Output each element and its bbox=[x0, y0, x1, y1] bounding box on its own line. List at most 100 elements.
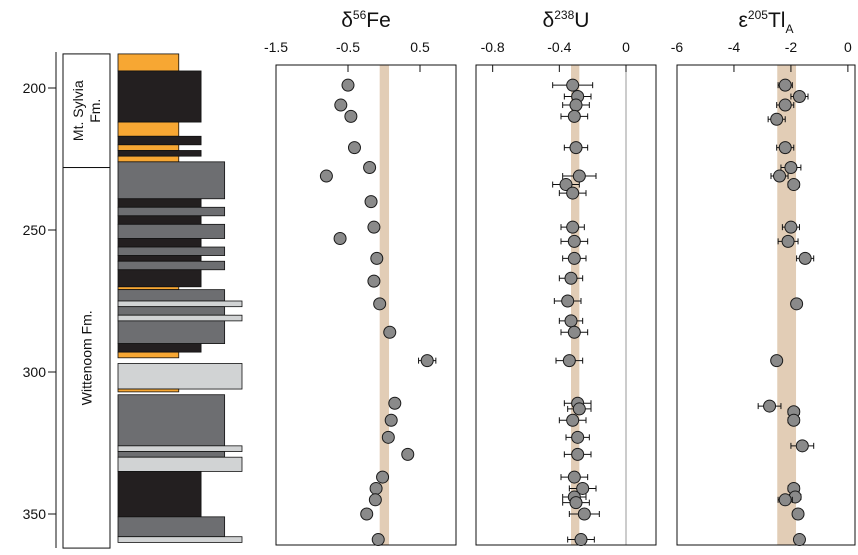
lithology-column bbox=[117, 53, 243, 543]
u-title-part: δ bbox=[543, 9, 555, 32]
fe-data-point bbox=[388, 396, 402, 410]
fe-data-point bbox=[383, 325, 397, 339]
u-title-part: U bbox=[574, 9, 589, 32]
fe-data-point bbox=[367, 220, 381, 234]
lithology-bed bbox=[117, 269, 202, 288]
tl-data-point bbox=[778, 98, 792, 112]
lithology-bed bbox=[117, 198, 202, 208]
fe-panel: -1.5 -0.5 0.5 δ56Fe bbox=[264, 8, 457, 547]
fe-data-point bbox=[384, 413, 398, 427]
u-data-point bbox=[572, 169, 586, 183]
u-data-point bbox=[569, 98, 583, 112]
fe-data-point bbox=[367, 274, 381, 288]
depth-tick-label: 200 bbox=[23, 80, 47, 96]
lithology-bed bbox=[117, 289, 226, 302]
u-data-point bbox=[567, 109, 581, 123]
fe-data-point bbox=[360, 507, 374, 521]
u-panel-title: δ238U bbox=[543, 8, 590, 32]
fe-data-point bbox=[363, 161, 377, 175]
tl-data-point bbox=[784, 220, 798, 234]
lithology-bed bbox=[117, 246, 226, 256]
lithology-bed bbox=[117, 223, 226, 239]
u-data-point bbox=[572, 402, 586, 416]
lithology-bed bbox=[117, 343, 202, 353]
formation-box bbox=[62, 167, 111, 549]
lithology-bed bbox=[117, 238, 202, 248]
fe-data-point bbox=[364, 195, 378, 209]
formation-label: Mt. SylviaFm. bbox=[70, 80, 103, 141]
tl-tick-label: -2 bbox=[785, 39, 798, 55]
lithology-bed bbox=[117, 286, 180, 291]
u-data-point bbox=[566, 220, 580, 234]
u-data-point bbox=[564, 271, 578, 285]
lithology-bed bbox=[117, 451, 226, 458]
fe-data-point bbox=[376, 470, 390, 484]
tl-tick-label: -6 bbox=[671, 39, 684, 55]
fe-title-part: 56 bbox=[353, 8, 367, 22]
fe-data-point bbox=[319, 169, 333, 183]
tl-data-point bbox=[798, 251, 812, 265]
lithology-bed bbox=[117, 351, 180, 359]
lithology-bed bbox=[117, 206, 226, 217]
lithology-bed bbox=[117, 456, 243, 472]
fe-data-point bbox=[344, 109, 358, 123]
u-data-point bbox=[566, 186, 580, 200]
tl-data-point bbox=[792, 533, 806, 547]
depth-tick-label: 250 bbox=[23, 222, 47, 238]
tl-title-part: ε bbox=[739, 9, 748, 32]
tl-title-part: 205 bbox=[748, 8, 768, 22]
lithology-bed bbox=[117, 121, 180, 137]
fe-data-point bbox=[347, 141, 361, 155]
fe-data-point bbox=[369, 481, 383, 495]
u-data-point bbox=[577, 507, 591, 521]
tl-data-point bbox=[784, 161, 798, 175]
formation-label-line: Mt. Sylvia bbox=[70, 80, 86, 141]
tl-title-part: A bbox=[785, 22, 793, 36]
lithology-bed bbox=[117, 150, 202, 157]
u-data-point bbox=[567, 234, 581, 248]
u-panel: -0.8 -0.4 0 δ238U bbox=[475, 8, 657, 547]
u-data-point bbox=[562, 354, 576, 368]
formation-label-line: Fm. bbox=[87, 99, 103, 123]
tl-data-point bbox=[781, 234, 795, 248]
formation-label-line: Wittenoom Fm. bbox=[79, 310, 95, 405]
tl-data-point bbox=[763, 399, 777, 413]
lithology-bed bbox=[117, 53, 180, 72]
u-tick-label: 0 bbox=[622, 39, 630, 55]
tl-data-point bbox=[787, 178, 801, 192]
lithology-bed bbox=[117, 314, 243, 322]
u-data-point bbox=[567, 325, 581, 339]
lithology-bed bbox=[117, 255, 202, 262]
formation-label: Wittenoom Fm. bbox=[79, 310, 95, 405]
fe-data-point bbox=[401, 447, 415, 461]
tl-data-point bbox=[778, 78, 792, 92]
lithology-bed bbox=[117, 536, 243, 543]
fe-tick-label: -0.5 bbox=[336, 39, 360, 55]
fe-title-part: Fe bbox=[366, 9, 391, 32]
fe-data-point bbox=[381, 430, 395, 444]
u-data-point bbox=[561, 294, 575, 308]
tl-data-point bbox=[778, 493, 792, 507]
lithology-bed bbox=[117, 135, 202, 146]
lithology-bed bbox=[117, 260, 226, 271]
u-data-point bbox=[569, 141, 583, 155]
fe-data-point bbox=[341, 78, 355, 92]
u-data-point bbox=[567, 470, 581, 484]
fe-title-part: δ bbox=[341, 9, 353, 32]
u-reference-band bbox=[571, 65, 580, 545]
depth-tick-label: 300 bbox=[23, 364, 47, 380]
u-tick-label: -0.4 bbox=[547, 39, 571, 55]
u-data-point bbox=[576, 481, 590, 495]
u-data-point bbox=[569, 496, 583, 510]
u-frame bbox=[475, 64, 657, 546]
lithology-bed bbox=[117, 155, 180, 163]
fe-data-point bbox=[371, 533, 385, 547]
fe-data-point bbox=[368, 493, 382, 507]
lithology-bed bbox=[117, 306, 226, 316]
depth-tick-label: 350 bbox=[23, 506, 47, 522]
tl-data-point bbox=[791, 507, 805, 521]
tl-panel: -6 -4 -2 0 ε205TlA bbox=[671, 8, 856, 547]
u-data-point bbox=[567, 251, 581, 265]
lithology-bed bbox=[117, 70, 202, 123]
lithology-bed bbox=[117, 470, 202, 518]
